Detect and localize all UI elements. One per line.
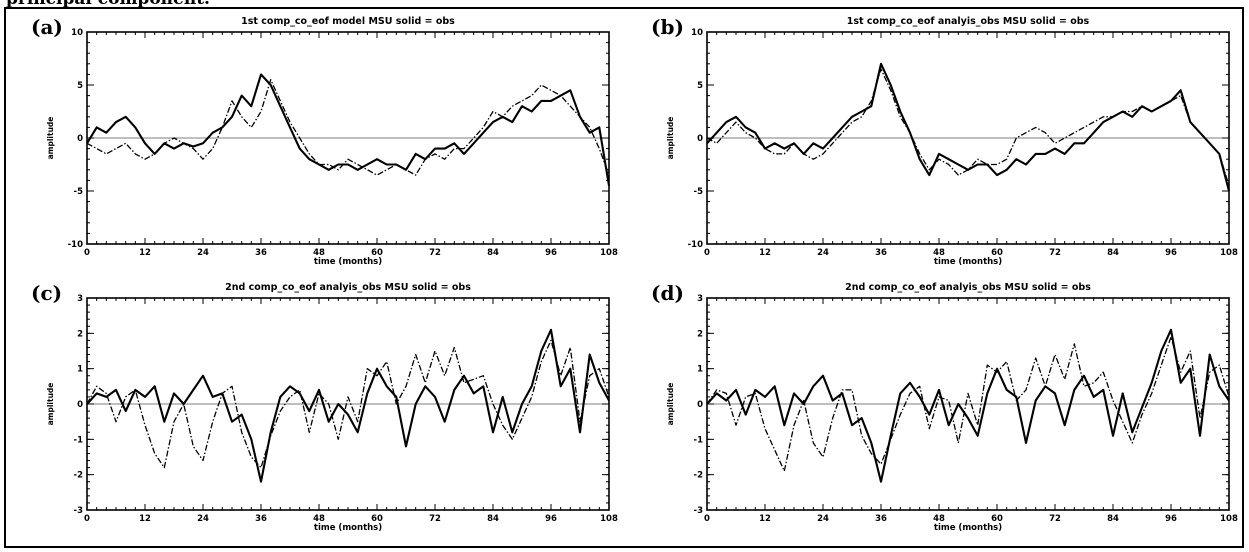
y-tick-label: -5	[74, 187, 84, 197]
y-tick-label: 0	[77, 400, 83, 410]
chart-panel-b: (b) 1st comp_co_eof analyis_obs MSU solid…	[651, 15, 1238, 267]
caption-fragment: principal component.	[6, 0, 210, 9]
chart-title: 1st comp_co_eof analyis_obs MSU solid = …	[847, 16, 1090, 27]
y-tick-label: 3	[697, 294, 703, 304]
chart-panel-c: (c) 2nd comp_co_eof analyis_obs MSU solid…	[31, 281, 618, 533]
chart-title: 2nd comp_co_eof analyis_obs MSU solid = …	[845, 282, 1091, 293]
y-tick-label: -10	[688, 240, 703, 250]
x-tick-label: 48	[933, 514, 945, 524]
x-tick-label: 60	[991, 248, 1003, 258]
series-line-obs	[706, 328, 1230, 483]
y-tick-label: 2	[77, 329, 83, 339]
y-tick-label: 0	[77, 134, 83, 144]
y-tick-label: -1	[694, 435, 704, 445]
x-tick-label: 96	[545, 248, 557, 258]
series-line-obs	[706, 62, 1231, 192]
x-tick-label: 60	[991, 514, 1003, 524]
panel-letter: (a)	[31, 15, 63, 39]
x-tick-label: 60	[371, 514, 383, 524]
series-line-dashed	[86, 339, 610, 469]
x-tick-label: 12	[139, 248, 151, 258]
x-tick-label: 84	[487, 514, 499, 524]
x-tick-label: 24	[197, 248, 209, 258]
x-tick-label: 96	[1165, 514, 1177, 524]
x-tick-label: 0	[704, 514, 710, 524]
y-tick-label: 1	[77, 365, 83, 375]
series-line-obs	[86, 73, 611, 186]
y-tick-label: 5	[77, 81, 83, 91]
x-tick-label: 36	[255, 514, 267, 524]
figure-frame	[4, 7, 1244, 548]
x-tick-label: 72	[1049, 514, 1061, 524]
series-line-dashed	[706, 68, 1230, 186]
y-tick-label: -10	[68, 240, 83, 250]
y-axis-label: amplitude	[46, 117, 55, 160]
y-tick-label: -3	[694, 506, 704, 516]
series-line-dashed	[86, 79, 610, 176]
y-tick-label: -3	[74, 506, 84, 516]
x-tick-label: 84	[487, 248, 499, 258]
series-line-dashed	[706, 336, 1230, 472]
x-tick-label: 72	[429, 248, 441, 258]
x-tick-label: 12	[139, 514, 151, 524]
x-tick-label: 24	[197, 514, 209, 524]
x-tick-label: 48	[313, 248, 325, 258]
y-tick-label: 0	[697, 134, 703, 144]
y-tick-label: -1	[74, 435, 84, 445]
x-tick-label: 12	[759, 514, 771, 524]
x-tick-label: 72	[429, 514, 441, 524]
y-axis-label: amplitude	[666, 383, 675, 426]
x-tick-label: 72	[1049, 248, 1061, 258]
x-tick-label: 84	[1107, 514, 1119, 524]
x-axis-label: time (months)	[314, 523, 382, 533]
x-tick-label: 108	[600, 248, 618, 258]
x-axis-label: time (months)	[934, 257, 1002, 267]
x-tick-label: 48	[933, 248, 945, 258]
x-tick-label: 108	[1220, 514, 1238, 524]
y-tick-label: 1	[697, 365, 703, 375]
y-tick-label: 10	[71, 28, 83, 38]
y-tick-label: -5	[694, 187, 704, 197]
panel-letter: (b)	[651, 15, 684, 39]
chart-title: 1st comp_co_eof model MSU solid = obs	[241, 16, 455, 27]
y-tick-label: 0	[697, 400, 703, 410]
x-tick-label: 24	[817, 514, 829, 524]
chart-panel-a: (a) 1st comp_co_eof model MSU solid = obs…	[31, 15, 618, 267]
x-axis-label: time (months)	[314, 257, 382, 267]
y-tick-label: -2	[74, 471, 84, 481]
x-tick-label: 108	[600, 514, 618, 524]
chart-title: 2nd comp_co_eof analyis_obs MSU solid = …	[225, 282, 471, 293]
y-tick-label: 5	[697, 81, 703, 91]
x-tick-label: 36	[875, 248, 887, 258]
x-tick-label: 0	[84, 514, 90, 524]
x-tick-label: 96	[545, 514, 557, 524]
x-tick-label: 36	[255, 248, 267, 258]
x-tick-label: 48	[313, 514, 325, 524]
x-tick-label: 36	[875, 514, 887, 524]
y-axis-label: amplitude	[46, 383, 55, 426]
x-tick-label: 60	[371, 248, 383, 258]
x-tick-label: 12	[759, 248, 771, 258]
x-tick-label: 96	[1165, 248, 1177, 258]
x-axis-label: time (months)	[934, 523, 1002, 533]
y-tick-label: 2	[697, 329, 703, 339]
chart-panel-d: (d) 2nd comp_co_eof analyis_obs MSU solid…	[651, 281, 1238, 533]
y-axis-label: amplitude	[666, 117, 675, 160]
y-tick-label: 3	[77, 294, 83, 304]
x-tick-label: 84	[1107, 248, 1119, 258]
panel-letter: (c)	[31, 281, 62, 305]
y-tick-label: 10	[691, 28, 703, 38]
x-tick-label: 24	[817, 248, 829, 258]
x-tick-label: 0	[704, 248, 710, 258]
x-tick-label: 108	[1220, 248, 1238, 258]
x-tick-label: 0	[84, 248, 90, 258]
panel-letter: (d)	[651, 281, 684, 305]
y-tick-label: -2	[694, 471, 704, 481]
series-line-obs	[86, 328, 610, 483]
